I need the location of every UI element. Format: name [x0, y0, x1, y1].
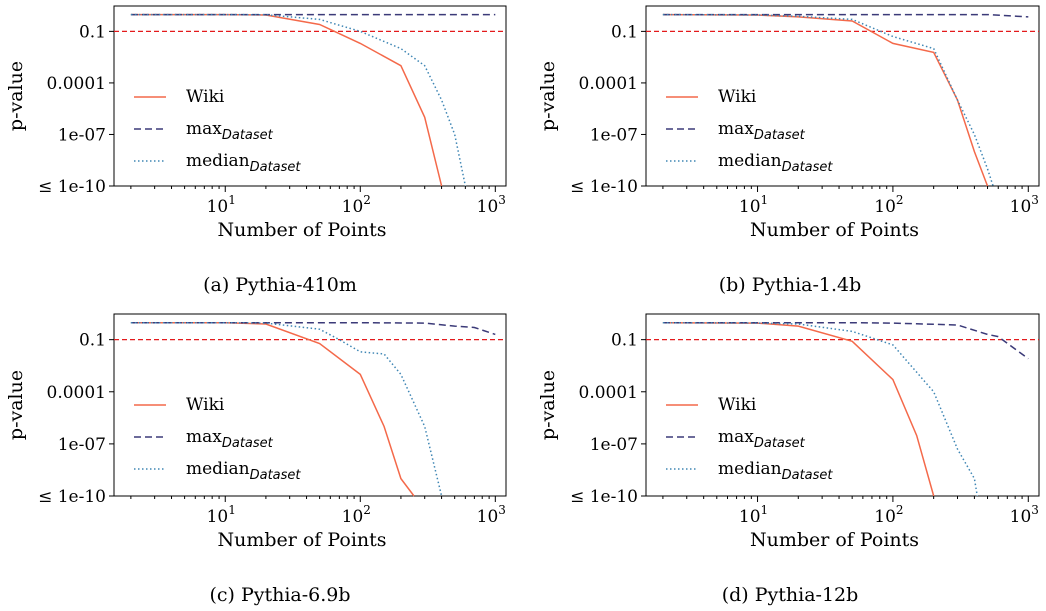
- y-tick-label: 0.0001: [579, 74, 638, 94]
- y-tick-label: 0.1: [611, 331, 638, 351]
- legend-label: medianDataset: [186, 151, 301, 175]
- legend-label: Wiki: [186, 87, 225, 107]
- y-tick-label: 0.0001: [47, 383, 106, 403]
- y-tick-label: 1e-07: [590, 435, 638, 455]
- legend-label: maxDataset: [186, 427, 274, 451]
- x-tick-label: 102: [874, 503, 903, 527]
- series-line-max-dataset: [662, 13, 1029, 18]
- x-axis-label: Number of Points: [217, 219, 386, 241]
- legend: Wiki maxDataset medianDataset: [134, 87, 301, 175]
- y-axis-label: p-value: [537, 61, 559, 131]
- y-tick-label: 0.1: [611, 22, 638, 42]
- x-tick-label: 101: [207, 193, 236, 217]
- x-tick-label: 102: [342, 503, 371, 527]
- series-line-max-dataset: [662, 321, 1029, 360]
- legend-label: medianDataset: [718, 459, 833, 483]
- x-tick-label: 103: [1010, 503, 1039, 527]
- y-tick-label: 1e-07: [58, 125, 106, 145]
- legend: Wiki maxDataset medianDataset: [134, 395, 301, 483]
- plot-frame: [645, 313, 1040, 497]
- y-axis-label: p-value: [5, 61, 27, 131]
- legend-label: Wiki: [718, 87, 757, 107]
- x-axis-label: Number of Points: [750, 529, 919, 551]
- chart-panel: 101 102 103 0.1 0.0001 1e-07 ≤ 1e-10 Number of …: [5, 5, 507, 241]
- chart-panel: 101 102 103 0.1 0.0001 1e-07 ≤ 1e-10 Number of …: [537, 5, 1040, 241]
- x-tick-label: 103: [1010, 193, 1039, 217]
- x-tick-label: 102: [342, 193, 371, 217]
- y-tick-label: 1e-07: [590, 125, 638, 145]
- y-tick-label: ≤ 1e-10: [38, 487, 106, 507]
- x-tick-label: 103: [477, 503, 506, 527]
- x-tick-label: 101: [207, 503, 236, 527]
- subfigure-caption: (a) Pythia-410m: [203, 274, 357, 296]
- x-tick-label: 101: [739, 503, 768, 527]
- x-axis-label: Number of Points: [750, 219, 919, 241]
- plot-frame: [113, 5, 507, 187]
- subfigure-caption: (d) Pythia-12b: [722, 584, 859, 606]
- series-line-median-dataset: [662, 321, 979, 497]
- x-tick-label: 103: [477, 193, 506, 217]
- y-tick-label: 0.1: [79, 22, 106, 42]
- legend-label: medianDataset: [186, 459, 301, 483]
- legend-label: Wiki: [718, 395, 757, 415]
- legend: Wiki maxDataset medianDataset: [666, 87, 833, 175]
- y-tick-label: ≤ 1e-10: [570, 487, 638, 507]
- x-axis-label: Number of Points: [217, 529, 386, 551]
- y-tick-label: 0.1: [79, 331, 106, 351]
- series-line-median-dataset: [130, 13, 467, 187]
- x-tick-label: 101: [739, 193, 768, 217]
- y-axis-label: p-value: [5, 370, 27, 440]
- legend-label: maxDataset: [186, 119, 274, 143]
- legend: Wiki maxDataset medianDataset: [666, 395, 833, 483]
- legend-label: Wiki: [186, 395, 225, 415]
- chart-panel: 101 102 103 0.1 0.0001 1e-07 ≤ 1e-10 Number of …: [5, 313, 507, 551]
- legend-label: maxDataset: [718, 119, 806, 143]
- y-tick-label: 0.0001: [579, 383, 638, 403]
- y-axis-label: p-value: [537, 370, 559, 440]
- plot-frame: [645, 5, 1040, 187]
- legend-label: maxDataset: [718, 427, 806, 451]
- y-tick-label: 0.0001: [47, 74, 106, 94]
- y-tick-label: ≤ 1e-10: [38, 177, 106, 197]
- plot-frame: [113, 313, 507, 497]
- chart-panel: 101 102 103 0.1 0.0001 1e-07 ≤ 1e-10 Number of …: [537, 313, 1040, 551]
- legend-label: medianDataset: [718, 151, 833, 175]
- subfigure-caption: (b) Pythia-1.4b: [719, 274, 862, 296]
- y-tick-label: 1e-07: [58, 435, 106, 455]
- x-tick-label: 102: [874, 193, 903, 217]
- subfigure-caption: (c) Pythia-6.9b: [209, 584, 350, 606]
- series-line-max-dataset: [130, 321, 496, 336]
- y-tick-label: ≤ 1e-10: [570, 177, 638, 197]
